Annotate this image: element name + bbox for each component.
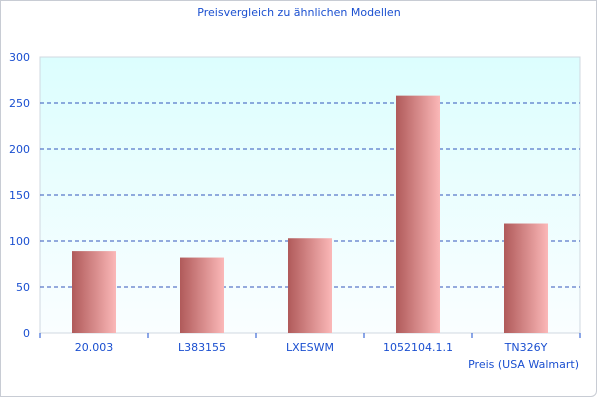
y-tick-label: 100 [9, 235, 30, 248]
x-tick-label: LXESWM [286, 341, 334, 354]
bar-TN326Y [504, 223, 548, 333]
bar-LXESWM [288, 238, 332, 333]
x-tick-label: TN326Y [504, 341, 548, 354]
bar-1052104.1.1 [396, 95, 440, 333]
x-tick-label: 1052104.1.1 [383, 341, 453, 354]
x-axis-label: Preis (USA Walmart) [468, 358, 579, 371]
y-tick-label: 300 [9, 51, 30, 64]
chart-title: Preisvergleich zu ähnlichen Modellen [197, 6, 400, 19]
bar-L383155 [180, 257, 224, 333]
x-tick-label: 20.003 [75, 341, 114, 354]
y-tick-label: 50 [16, 281, 30, 294]
y-tick-label: 0 [23, 327, 30, 340]
y-tick-label: 200 [9, 143, 30, 156]
y-tick-label: 250 [9, 97, 30, 110]
y-tick-label: 150 [9, 189, 30, 202]
bar-20.003 [72, 251, 116, 333]
x-tick-label: L383155 [178, 341, 226, 354]
